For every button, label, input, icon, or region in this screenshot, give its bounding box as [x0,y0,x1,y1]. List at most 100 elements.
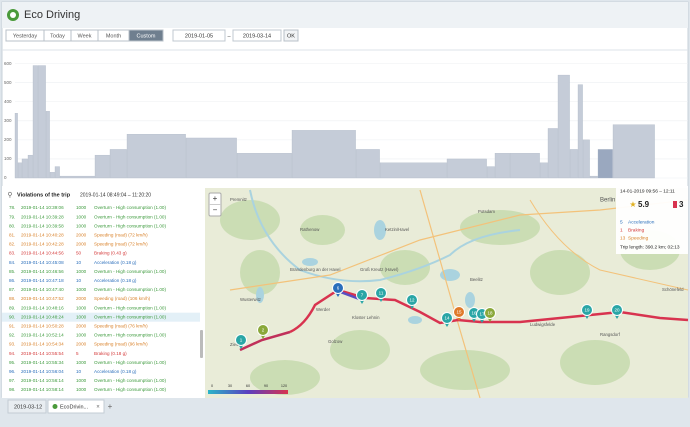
row-time[interactable]: 2019-01-14 10:48:16 [21,305,64,310]
bar[interactable] [185,137,237,179]
row-time[interactable]: 2019-01-14 10:46:56 [21,269,64,274]
row-time[interactable]: 2019-01-14 10:56:14 [21,378,64,383]
marker-label[interactable]: 19 [584,308,590,313]
bar[interactable] [45,111,50,179]
row-time[interactable]: 2019-01-14 10:48:24 [21,314,64,319]
tab-active[interactable] [47,399,105,414]
row-number[interactable]: 87. [9,287,15,292]
row-time[interactable]: 2019-01-14 10:39:06 [21,205,64,210]
row-number[interactable]: 82. [9,242,15,247]
row-number[interactable]: 90. [9,314,15,319]
row-number[interactable]: 83. [9,251,15,256]
date-input[interactable] [172,29,226,42]
row-points[interactable]: 10 [76,369,82,374]
marker[interactable] [453,306,465,318]
bar[interactable] [379,162,447,179]
row-text[interactable]: Overturn - High consumption (1.00) [94,387,166,392]
row-time[interactable]: 2019-01-14 10:54:34 [21,342,64,347]
row-text[interactable]: Speeding (road) (72 km/h) [94,233,148,238]
range-button-label[interactable]: Custom [137,33,156,39]
row-points[interactable]: 50 [76,251,82,256]
row-points[interactable]: 1000 [76,305,87,310]
row-time[interactable]: 2019-01-14 10:50:28 [21,324,64,329]
row-number[interactable]: 97. [9,378,15,383]
row-points[interactable]: 1000 [76,333,87,338]
row-number[interactable]: 79. [9,214,15,219]
row-text[interactable]: Overturn - High consumption (1.00) [94,214,166,219]
row-time[interactable]: 2019-01-14 10:55:34 [21,360,64,365]
row-text[interactable]: Acceleration (0.18 g) [94,369,137,374]
range-button-label[interactable]: Week [78,33,92,39]
row-points[interactable]: 1000 [76,269,87,274]
marker[interactable] [611,304,623,316]
row-time[interactable]: 2019-01-14 10:55:54 [21,351,64,356]
bar[interactable] [494,153,510,179]
row-points[interactable]: 1000 [76,287,87,292]
row-points[interactable]: 1000 [76,314,87,319]
marker[interactable] [332,282,344,294]
row-number[interactable]: 94. [9,351,15,356]
date-input[interactable] [232,29,282,42]
row-number[interactable]: 93. [9,342,15,347]
bar[interactable] [32,65,38,179]
row-number[interactable]: 81. [9,233,15,238]
marker-label[interactable]: 18 [487,311,493,316]
marker-label[interactable]: 16 [471,311,477,316]
row-number[interactable]: 91. [9,324,15,329]
marker-label[interactable]: 20 [614,308,620,313]
row-time[interactable]: 2019-01-14 10:58:14 [21,387,64,392]
bar[interactable] [509,153,540,179]
bar[interactable] [589,175,598,179]
bar[interactable] [355,149,380,179]
tab-add[interactable]: + [108,402,113,411]
row-number[interactable]: 89. [9,305,15,310]
bar[interactable] [236,153,292,179]
row-text[interactable]: Overturn - High consumption (1.00) [94,333,166,338]
range-button-label[interactable]: Month [106,33,121,39]
row-text[interactable]: Overturn - High consumption (1.00) [94,205,166,210]
row-text[interactable]: Speeding (road) (72 km/h) [94,242,148,247]
row-points[interactable]: 2000 [76,233,87,238]
ok-button[interactable] [283,29,299,42]
bar[interactable] [486,166,495,179]
bar[interactable] [557,74,570,179]
bar[interactable] [109,149,127,179]
tab-label[interactable]: 2019-03-12 [14,404,42,410]
row-number[interactable]: 88. [9,296,15,301]
bar[interactable] [27,154,33,179]
tab-label[interactable]: EcoDrivin... [60,404,89,410]
bar[interactable] [582,139,590,179]
bar[interactable] [21,158,28,179]
bar[interactable] [547,128,558,179]
tab[interactable] [7,399,47,414]
date-to[interactable]: 2019-03-14 [243,33,271,39]
marker[interactable] [406,294,418,306]
marker[interactable] [484,307,496,319]
row-text[interactable]: Overturn - High consumption (1.00) [94,269,166,274]
bar[interactable] [539,162,548,179]
row-number[interactable]: 95. [9,360,15,365]
marker-label[interactable]: 6 [337,286,340,291]
bar[interactable] [612,124,655,179]
row-time[interactable]: 2019-01-14 10:47:52 [21,296,64,301]
row-points[interactable]: 1000 [76,205,87,210]
row-time[interactable]: 2019-01-14 10:39:28 [21,214,64,219]
row-points[interactable]: 1000 [76,214,87,219]
row-time[interactable]: 2019-01-14 10:45:08 [21,260,64,265]
row-time[interactable]: 2019-01-14 10:47:18 [21,278,64,283]
bar[interactable] [94,154,110,179]
marker-label[interactable]: 2 [262,328,265,333]
marker-label[interactable]: 15 [456,310,462,315]
row-number[interactable]: 85. [9,269,15,274]
row-points[interactable]: 1000 [76,360,87,365]
marker-label[interactable]: 11 [379,291,384,296]
bar[interactable] [126,134,186,179]
bar[interactable] [291,130,356,179]
row-text[interactable]: Braking (0.18 g) [94,351,127,356]
row-text[interactable]: Overturn - High consumption (1.00) [94,378,166,383]
row-text[interactable]: Overturn - High consumption (1.00) [94,360,166,365]
row-points[interactable]: 10 [76,260,82,265]
marker-label[interactable]: 17 [479,312,485,317]
ok-label[interactable]: OK [287,33,295,39]
bar[interactable] [14,113,18,179]
